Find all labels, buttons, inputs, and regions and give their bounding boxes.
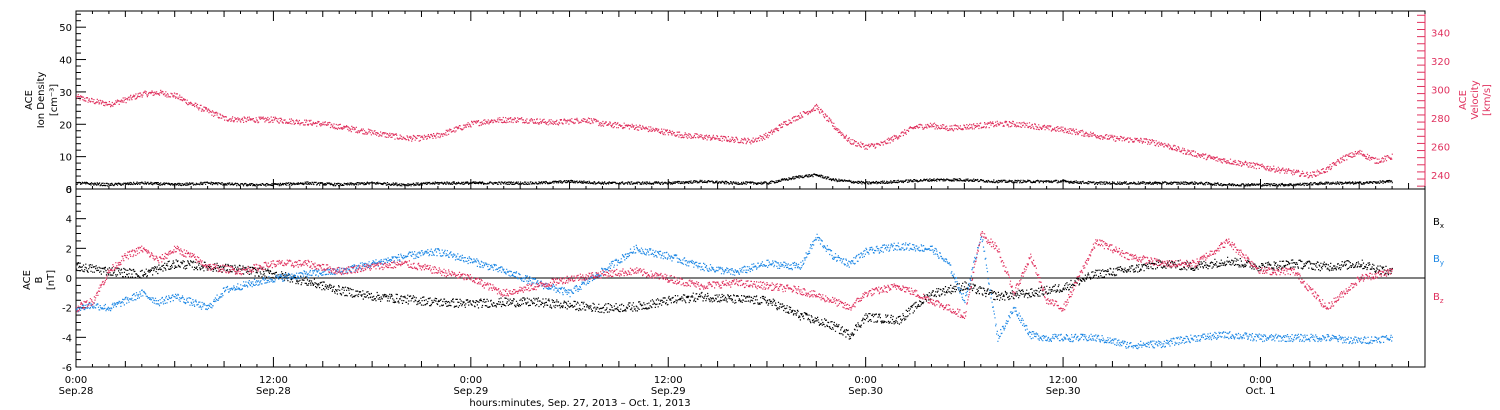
top-right-tick-label: 340: [1431, 28, 1450, 39]
bottom-ylabel-line1: ACE: [22, 270, 33, 290]
x-tick-label-day: Sep.28: [59, 386, 94, 397]
bottom-left-tick-label: 4: [66, 215, 72, 226]
x-tick-label-time: 12:00: [259, 375, 288, 386]
top-left-tick-label: 50: [59, 23, 72, 34]
x-tick-label-day: Sep.30: [848, 386, 883, 397]
x-tick-label-day: Sep.28: [256, 386, 291, 397]
top-left-ylabel-line3: [cm⁻³]: [49, 84, 60, 116]
by-points: [76, 233, 1393, 350]
x-axis-title: hours:minutes, Sep. 27, 2013 – Oct. 1, 2…: [469, 398, 690, 409]
top-left-tick-label: 40: [59, 56, 72, 67]
legend-bz: Bz: [1433, 292, 1444, 305]
top-series-layer: [76, 89, 1393, 187]
bottom-left-tick-label: 6: [66, 185, 72, 196]
bx-points: [76, 256, 1393, 340]
bottom-left-tick-label: -4: [62, 333, 72, 344]
x-tick-label-time: 0:00: [854, 375, 876, 386]
legend-sub: y: [1440, 259, 1444, 267]
legend-sub: z: [1440, 297, 1444, 305]
top-right-axis: 240 260 280 300 320 340: [1417, 11, 1450, 189]
top-right-tick-label: 240: [1431, 171, 1450, 182]
top-left-ylabel-line1: ACE: [24, 90, 35, 110]
top-right-ylabel-line3: [km/s]: [1482, 84, 1493, 116]
x-tick-label-time: 12:00: [654, 375, 683, 386]
legend-bx: Bx: [1433, 217, 1444, 230]
bottom-left-tick-label: -6: [62, 363, 72, 374]
top-right-ylabel-line2: Velocity: [1470, 80, 1481, 119]
top-left-tick-label: 10: [59, 153, 72, 164]
top-right-ylabel-line1: ACE: [1458, 90, 1469, 110]
top-right-tick-label: 280: [1431, 114, 1450, 125]
x-axis: 0:00Sep.2812:00Sep.280:00Sep.2912:00Sep.…: [59, 11, 1426, 397]
legend: Bx By Bz: [1433, 217, 1444, 305]
top-left-axis: 0 10 20 30 40 50: [59, 13, 86, 196]
bottom-ylabel-line3: [nT]: [46, 270, 57, 290]
legend-by: By: [1433, 254, 1444, 267]
bottom-ylabel-line2: B: [34, 276, 45, 283]
x-tick-label-time: 0:00: [460, 375, 482, 386]
bottom-left-tick-label: -2: [62, 304, 72, 315]
legend-sub: x: [1440, 222, 1444, 230]
top-left-tick-label: 30: [59, 88, 72, 99]
top-left-tick-label: 0: [66, 185, 72, 196]
bottom-series-layer: [76, 231, 1393, 350]
x-tick-label-day: Sep.29: [453, 386, 488, 397]
top-left-tick-label: 20: [59, 120, 72, 131]
density-points: [76, 173, 1393, 187]
top-right-tick-label: 260: [1431, 142, 1450, 153]
x-tick-label-time: 0:00: [65, 375, 87, 386]
top-right-tick-label: 320: [1431, 57, 1450, 68]
top-right-tick-label: 300: [1431, 85, 1450, 96]
velocity-points: [76, 89, 1393, 179]
bottom-left-tick-label: 2: [66, 244, 72, 255]
x-tick-label-day: Sep.29: [651, 386, 686, 397]
top-left-ylabel-line2: Ion Density: [36, 72, 47, 129]
x-tick-label-day: Sep.30: [1046, 386, 1081, 397]
bottom-left-tick-label: 0: [66, 274, 72, 285]
x-tick-label-time: 12:00: [1049, 375, 1078, 386]
x-tick-label-time: 0:00: [1249, 375, 1271, 386]
top-panel: 0 10 20 30 40 50 240 260 280 300 320 340 ACE Ion D…: [24, 10, 1493, 196]
bottom-left-axis: -6 -4 -2 0 2 4 6: [62, 185, 1425, 374]
x-tick-label-day: Oct. 1: [1245, 386, 1275, 397]
